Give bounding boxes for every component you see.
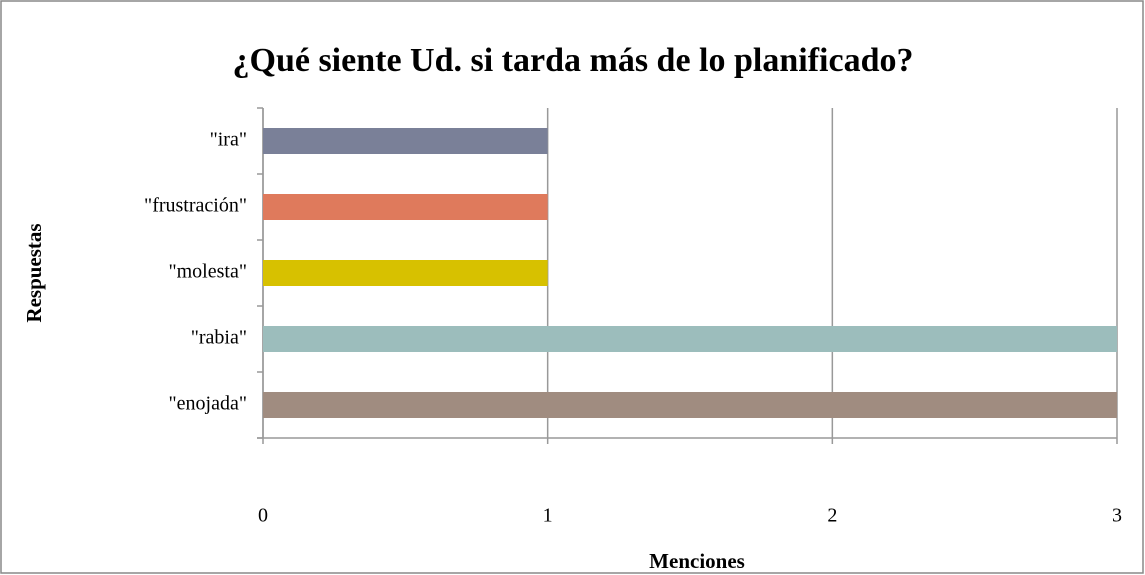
bar [263, 128, 548, 154]
bar [263, 326, 1117, 352]
y-tick-label: "frustración" [144, 195, 247, 217]
x-tick-label: 0 [258, 505, 268, 527]
bar [263, 260, 548, 286]
y-tick-label: "rabia" [191, 327, 247, 349]
y-axis-label: Respuestas [22, 223, 46, 322]
x-axis-label: Menciones [649, 549, 745, 573]
y-tick-label: "molesta" [168, 261, 247, 283]
y-tick-label: "ira" [210, 129, 247, 151]
y-tick-label: "enojada" [168, 393, 247, 415]
x-tick-label: 2 [827, 505, 837, 527]
x-tick-label: 1 [543, 505, 553, 527]
x-tick-label: 3 [1112, 505, 1122, 527]
bar [263, 194, 548, 220]
bar [263, 392, 1117, 418]
chart-title: ¿Qué siente Ud. si tarda más de lo plani… [233, 42, 914, 79]
